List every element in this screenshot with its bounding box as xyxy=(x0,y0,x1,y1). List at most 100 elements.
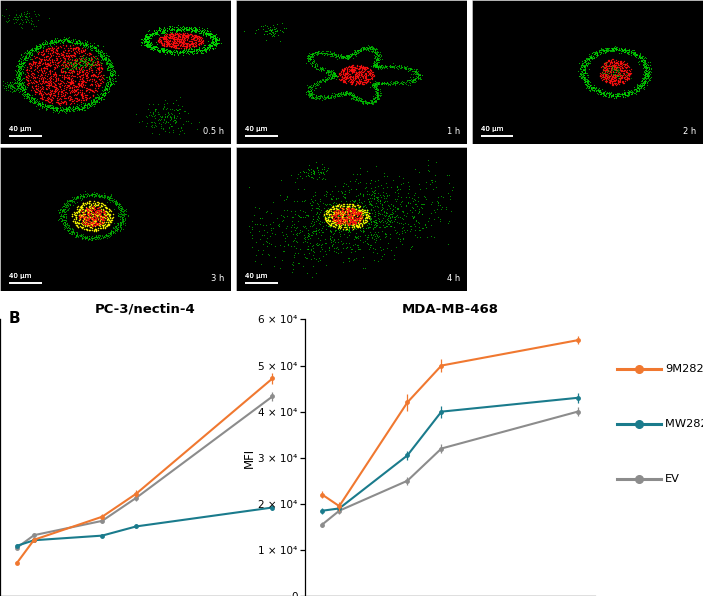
Point xyxy=(11,70,22,80)
Point xyxy=(634,81,645,91)
Point xyxy=(316,77,327,87)
Point xyxy=(379,61,390,71)
Point xyxy=(382,61,393,71)
Point xyxy=(344,204,355,213)
Point xyxy=(582,60,593,69)
Point xyxy=(355,44,366,53)
Point xyxy=(87,90,98,100)
Point xyxy=(165,49,176,58)
Point xyxy=(320,212,331,221)
Point xyxy=(344,216,355,226)
Point xyxy=(337,214,349,224)
Point xyxy=(149,44,160,54)
Point xyxy=(98,70,110,79)
Point xyxy=(363,207,374,217)
Point xyxy=(404,65,415,74)
Point xyxy=(342,52,353,61)
Point xyxy=(344,49,356,59)
Point xyxy=(93,97,105,107)
Point xyxy=(23,89,34,99)
Point xyxy=(67,104,79,114)
Point xyxy=(171,27,182,36)
Point xyxy=(102,84,113,94)
Point xyxy=(631,83,642,93)
Point xyxy=(91,232,102,241)
Point xyxy=(590,50,601,60)
Point xyxy=(78,213,89,222)
Point xyxy=(211,38,222,48)
Point xyxy=(193,40,205,49)
Point xyxy=(313,204,324,214)
Point xyxy=(200,28,212,38)
Point xyxy=(405,76,416,86)
Point xyxy=(347,90,359,100)
Point xyxy=(359,97,370,106)
Point xyxy=(75,206,86,216)
Point xyxy=(348,207,359,217)
Point xyxy=(586,83,597,93)
Point xyxy=(373,53,384,63)
Point xyxy=(349,63,361,72)
Point xyxy=(2,82,13,91)
Point xyxy=(197,25,208,35)
Point xyxy=(209,33,220,42)
Point xyxy=(85,218,96,228)
Point xyxy=(95,215,106,224)
Point xyxy=(334,203,345,212)
Point xyxy=(591,51,602,61)
Point xyxy=(418,223,429,232)
Point xyxy=(44,88,56,97)
Point xyxy=(101,52,112,62)
Point xyxy=(115,207,126,217)
Point xyxy=(14,12,25,21)
Point xyxy=(161,49,172,58)
Point xyxy=(336,206,347,216)
Point xyxy=(351,215,362,225)
Point xyxy=(606,79,617,88)
Point xyxy=(349,46,361,56)
Point xyxy=(39,99,51,108)
Point xyxy=(206,39,217,48)
Point xyxy=(340,89,352,99)
Point xyxy=(103,54,114,64)
Point xyxy=(141,112,152,122)
Point xyxy=(342,203,353,213)
Point xyxy=(167,47,178,57)
Point xyxy=(353,209,364,218)
Point xyxy=(327,70,338,80)
Point xyxy=(618,69,629,79)
Point xyxy=(370,47,382,57)
Point xyxy=(29,69,40,79)
Point xyxy=(72,45,84,55)
Point xyxy=(638,73,650,83)
Point xyxy=(303,51,314,61)
Point xyxy=(331,89,342,99)
Point xyxy=(97,234,108,243)
Point xyxy=(104,219,115,228)
Point xyxy=(86,218,97,227)
Point xyxy=(369,92,380,101)
Point xyxy=(358,77,369,86)
Point xyxy=(104,73,115,82)
Point xyxy=(79,233,91,243)
Point xyxy=(623,74,634,84)
Point xyxy=(643,72,654,82)
Point xyxy=(360,209,371,218)
Point xyxy=(84,203,96,212)
Point xyxy=(430,176,441,185)
Point xyxy=(39,39,50,49)
Point xyxy=(600,57,612,67)
Point xyxy=(334,209,345,218)
Point xyxy=(91,72,103,82)
Point xyxy=(600,46,612,56)
Point xyxy=(67,197,78,207)
Point xyxy=(367,74,378,84)
Point xyxy=(66,83,77,93)
Point xyxy=(593,88,605,97)
Point xyxy=(360,64,371,74)
Point xyxy=(15,80,27,89)
Point xyxy=(109,196,120,206)
Point xyxy=(75,38,86,48)
Point xyxy=(307,49,318,59)
Point xyxy=(324,49,335,58)
